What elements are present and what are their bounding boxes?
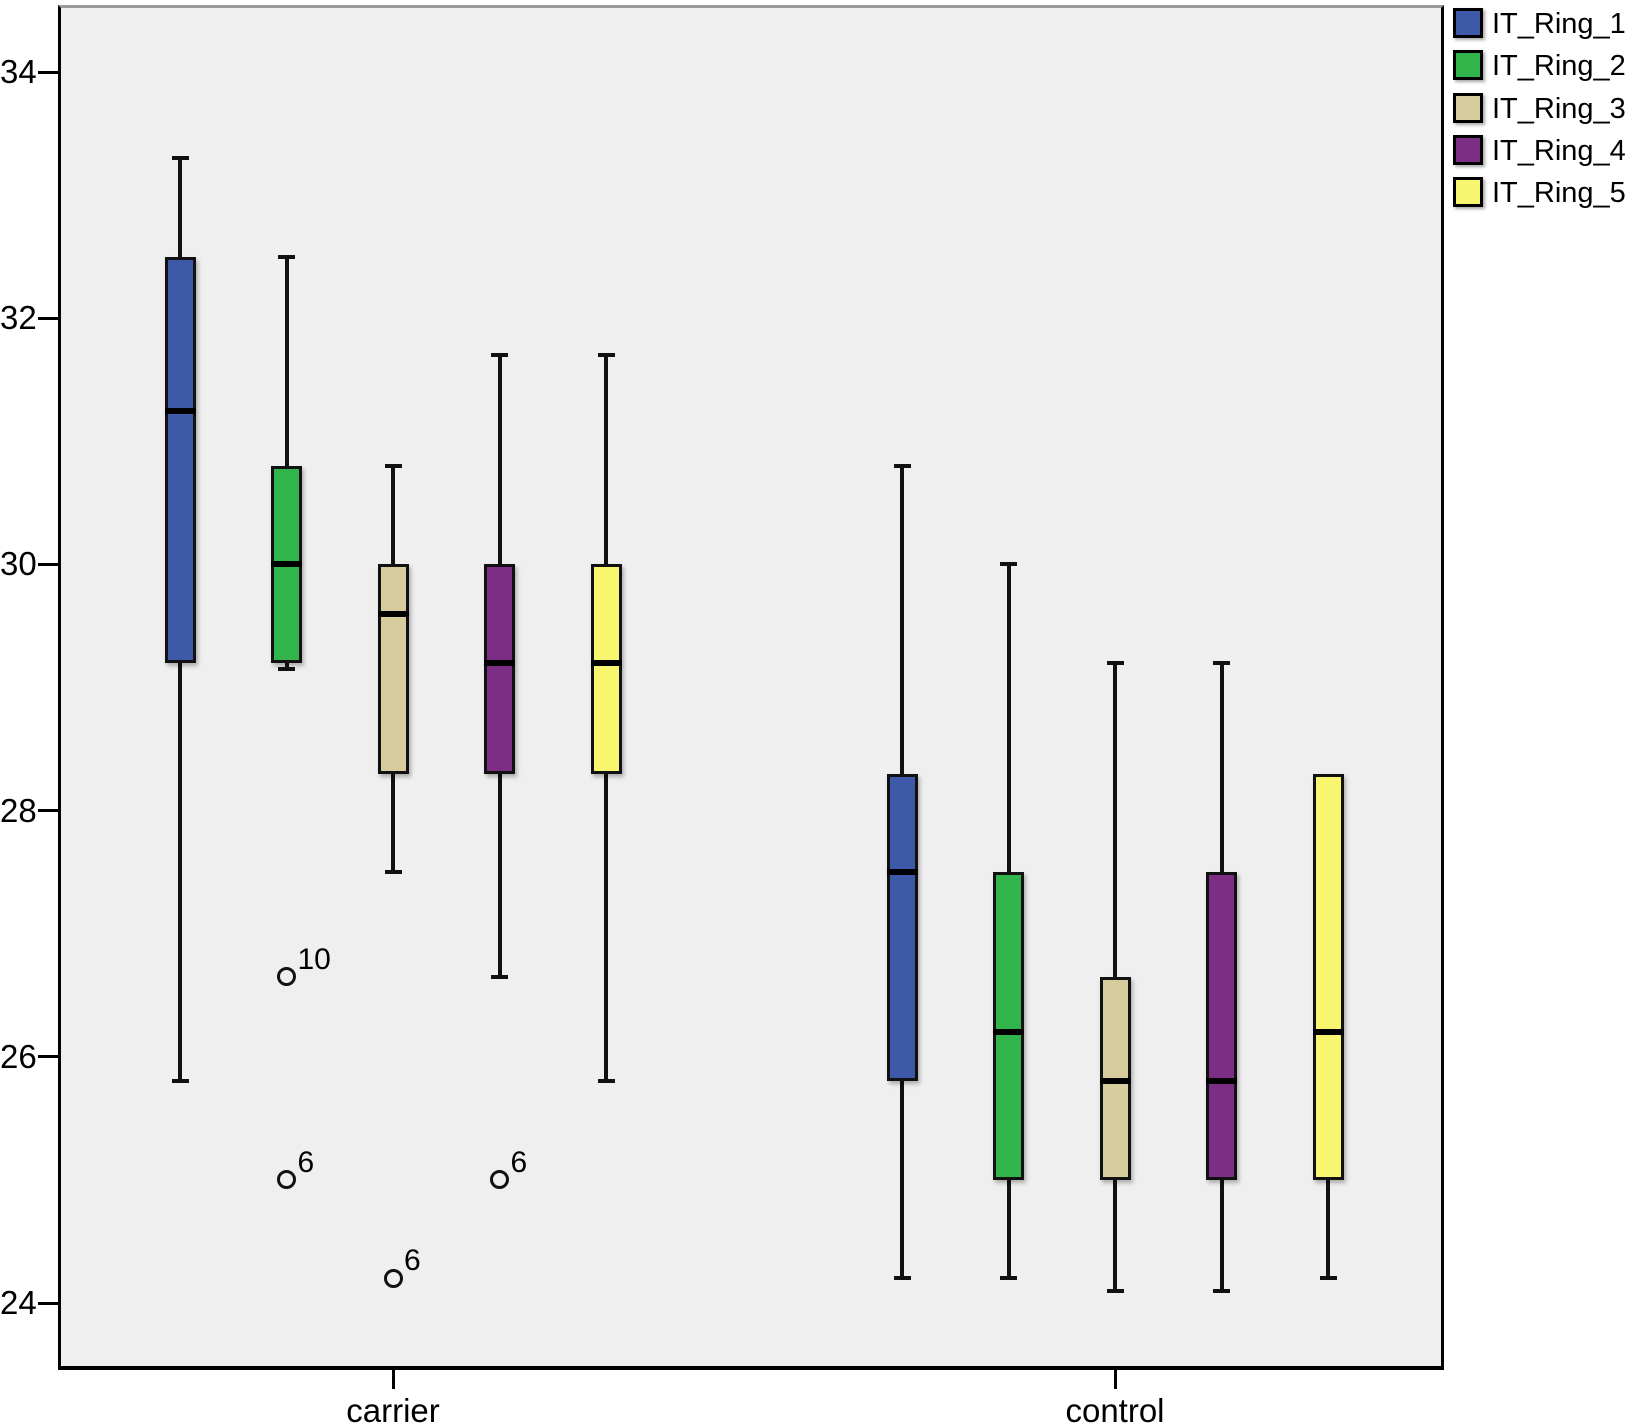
y-axis-tick [38, 70, 58, 74]
median-IT_Ring_3-control [1099, 1078, 1131, 1085]
box-IT_Ring_5-carrier [590, 564, 622, 774]
whisker-cap-top-IT_Ring_3-control [1106, 660, 1124, 665]
box-IT_Ring_4-carrier [484, 564, 515, 774]
y-axis-tick-label: 26 [0, 1037, 37, 1075]
y-axis-tick-label: 24 [0, 1284, 37, 1321]
y-axis-tick [38, 562, 58, 566]
whisker-cap-bottom-IT_Ring_2-carrier [278, 667, 295, 672]
whisker-cap-bottom-IT_Ring_1-control [893, 1276, 911, 1281]
whisker-cap-top-IT_Ring_4-control [1213, 660, 1230, 665]
whisker-cap-bottom-IT_Ring_4-carrier [491, 974, 508, 979]
legend-swatch-IT_Ring_1 [1453, 8, 1483, 38]
median-IT_Ring_2-control [993, 1029, 1024, 1036]
box-IT_Ring_1-carrier [164, 256, 196, 663]
whisker-cap-top-IT_Ring_4-carrier [491, 353, 508, 358]
x-axis-tick [391, 1370, 395, 1389]
box-IT_Ring_5-control [1312, 773, 1344, 1180]
whisker-cap-top-IT_Ring_1-carrier [171, 156, 189, 161]
legend-swatch-IT_Ring_5 [1453, 177, 1483, 208]
whisker-cap-bottom-IT_Ring_3-carrier [384, 870, 402, 875]
legend-label-IT_Ring_2: IT_Ring_2 [1492, 50, 1626, 83]
outlier-label-IT_Ring_4-carrier: 6 [510, 1145, 528, 1179]
median-IT_Ring_1-carrier [164, 407, 196, 414]
legend-label-IT_Ring_4: IT_Ring_4 [1492, 134, 1626, 167]
outlier-circle-IT_Ring_3-carrier [383, 1268, 403, 1288]
box-IT_Ring_3-carrier [377, 564, 409, 774]
outlier-circle-IT_Ring_2-carrier [277, 967, 296, 987]
x-axis-label-carrier: carrier [346, 1392, 440, 1426]
whisker-cap-bottom-IT_Ring_5-control [1319, 1276, 1337, 1281]
median-IT_Ring_2-carrier [271, 561, 302, 568]
box-IT_Ring_1-control [886, 773, 918, 1082]
y-axis-tick [38, 1055, 58, 1059]
whisker-cap-top-IT_Ring_2-control [1000, 562, 1017, 567]
median-IT_Ring_5-carrier [590, 659, 622, 666]
y-axis-tick-label: 28 [0, 791, 37, 829]
legend-label-IT_Ring_5: IT_Ring_5 [1492, 177, 1626, 210]
whisker-cap-bottom-IT_Ring_3-control [1106, 1288, 1124, 1293]
y-axis-tick [38, 809, 58, 813]
legend-swatch-IT_Ring_3 [1453, 92, 1483, 123]
median-IT_Ring_5-control [1312, 1029, 1344, 1036]
outlier-label-IT_Ring_3-carrier: 6 [404, 1244, 421, 1278]
whisker-cap-top-IT_Ring_5-carrier [597, 353, 615, 358]
y-axis-tick-label: 32 [0, 299, 37, 337]
whisker-IT_Ring_2-carrier [284, 256, 289, 670]
legend-swatch-IT_Ring_4 [1453, 134, 1483, 165]
legend-label-IT_Ring_1: IT_Ring_1 [1492, 8, 1626, 40]
legend-label-IT_Ring_3: IT_Ring_3 [1492, 92, 1626, 125]
box-IT_Ring_3-control [1099, 976, 1131, 1180]
legend-swatch-IT_Ring_2 [1453, 50, 1483, 81]
whisker-cap-top-IT_Ring_2-carrier [278, 254, 295, 259]
x-axis-label-control: control [1065, 1392, 1165, 1426]
median-IT_Ring_1-control [886, 869, 918, 876]
y-axis-tick-label: 34 [0, 53, 37, 90]
whisker-cap-bottom-IT_Ring_2-control [1000, 1276, 1017, 1281]
x-axis-tick [1113, 1370, 1117, 1389]
y-axis-tick-label: 30 [0, 545, 37, 583]
whisker-cap-bottom-IT_Ring_4-control [1213, 1288, 1230, 1293]
y-axis-tick [38, 316, 58, 320]
whisker-cap-bottom-IT_Ring_5-carrier [597, 1079, 615, 1084]
outlier-circle-IT_Ring_2-carrier [277, 1170, 296, 1190]
outlier-label-IT_Ring_2-carrier: 6 [297, 1145, 315, 1179]
outlier-label-IT_Ring_2-carrier: 10 [297, 942, 331, 976]
whisker-cap-top-IT_Ring_3-carrier [384, 463, 402, 468]
median-IT_Ring_4-control [1206, 1078, 1237, 1085]
median-IT_Ring_3-carrier [377, 610, 409, 617]
box-IT_Ring_4-control [1206, 872, 1237, 1180]
whisker-cap-bottom-IT_Ring_1-carrier [171, 1079, 189, 1084]
y-axis-tick [38, 1301, 58, 1305]
whisker-IT_Ring_3-control [1113, 662, 1117, 1291]
outlier-circle-IT_Ring_4-carrier [490, 1170, 509, 1190]
median-IT_Ring_4-carrier [484, 659, 515, 666]
box-IT_Ring_2-control [993, 872, 1024, 1180]
whisker-cap-top-IT_Ring_1-control [893, 463, 911, 468]
